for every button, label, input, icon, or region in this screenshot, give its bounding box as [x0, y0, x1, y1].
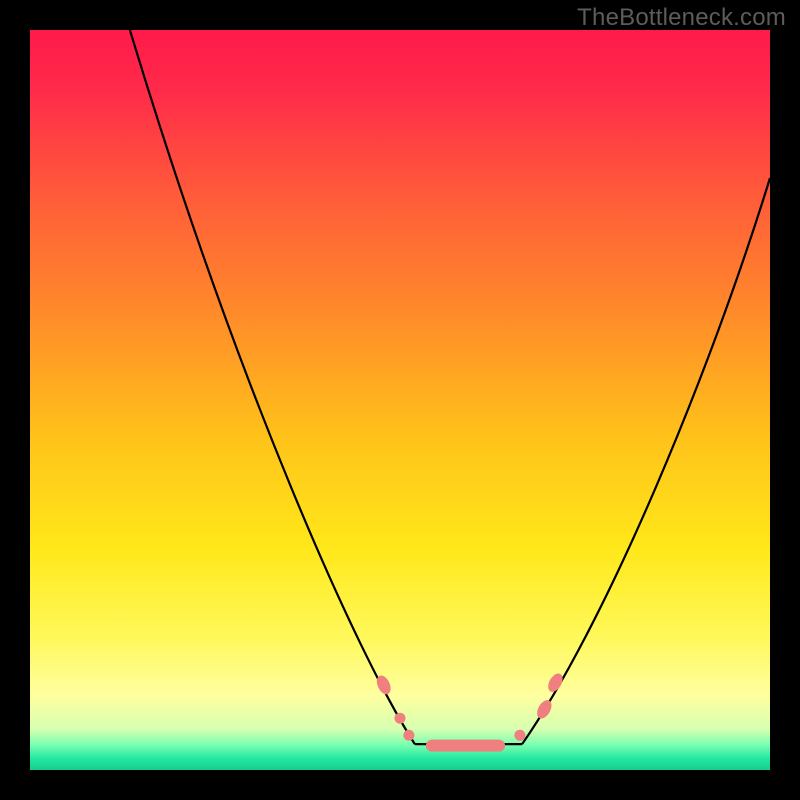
- marker-floor-lobe: [426, 740, 505, 752]
- curve-layer: [30, 30, 770, 770]
- marker-lobe: [534, 698, 554, 721]
- curve-right-branch: [522, 178, 770, 744]
- watermark-text: TheBottleneck.com: [577, 4, 786, 32]
- curve-left-branch: [130, 30, 415, 744]
- marker-lobe: [545, 671, 565, 694]
- plot-area: [30, 30, 770, 770]
- data-markers: [374, 671, 566, 752]
- marker-dot: [395, 713, 406, 724]
- chart-stage: TheBottleneck.com: [0, 0, 800, 800]
- marker-dot: [514, 730, 525, 741]
- marker-dot: [403, 730, 414, 741]
